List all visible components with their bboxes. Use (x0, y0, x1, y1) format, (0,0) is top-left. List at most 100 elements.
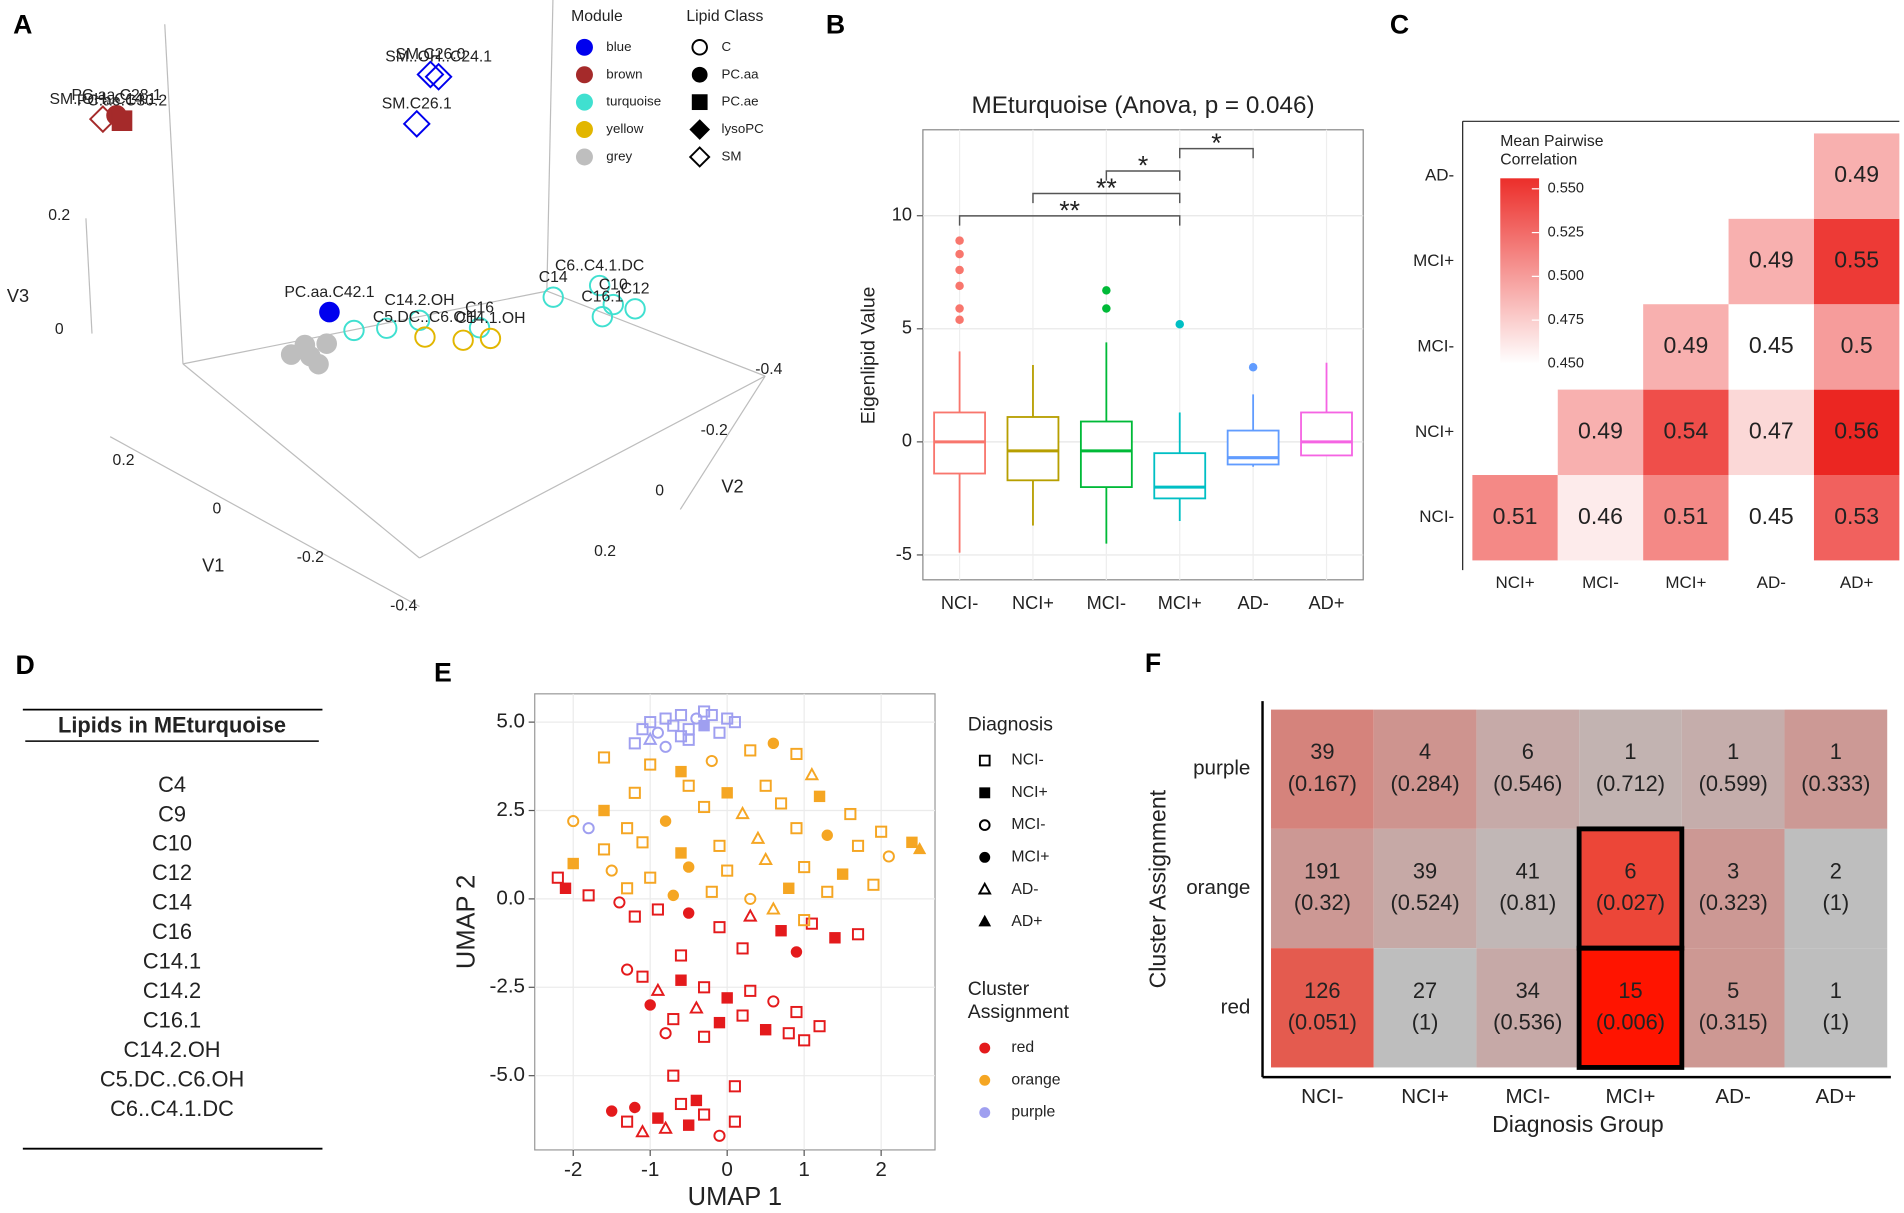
table-item: C6..C4.1.DC (110, 1096, 234, 1121)
point (813, 1020, 826, 1033)
point (790, 747, 803, 761)
point (644, 999, 656, 1011)
point (728, 1115, 741, 1128)
x-tick-label: MCI+ (1665, 573, 1706, 592)
point (629, 1101, 641, 1114)
heat-cell (1784, 828, 1888, 949)
heat-cell (1813, 389, 1900, 476)
point (280, 344, 302, 365)
point (813, 790, 826, 803)
y-tick-label: purple (1193, 757, 1250, 780)
x-tick-label: MCI+ (1158, 593, 1202, 613)
point (636, 723, 649, 736)
panel-letter: F (1145, 648, 1161, 678)
cell-label: 0.49 (1834, 161, 1879, 187)
cell-p-value: (0.027) (1596, 890, 1665, 915)
point (621, 882, 634, 895)
legend-symbol (979, 787, 991, 799)
box (1006, 416, 1060, 482)
legend-swatch (575, 93, 593, 111)
legend-label: turquoise (606, 94, 661, 109)
point (682, 907, 695, 919)
x-tick-label: AD+ (1816, 1085, 1857, 1108)
point (591, 306, 614, 328)
heat-cell (1271, 709, 1374, 829)
point (743, 908, 758, 922)
point (682, 1119, 695, 1131)
heat-cell (1472, 475, 1558, 561)
legend-label: MCI+ (1011, 849, 1049, 866)
frame-line (182, 290, 547, 365)
point (821, 885, 834, 898)
y-tick-label: -0.4 (755, 361, 782, 378)
point (675, 974, 687, 986)
point (468, 317, 491, 339)
y-tick-label: 5 (902, 318, 912, 338)
point (636, 970, 649, 983)
cell-p-value: (0.546) (1493, 771, 1562, 796)
point (598, 804, 610, 817)
heat-cell (1813, 475, 1900, 561)
heat-cell (1813, 304, 1900, 390)
point (721, 864, 734, 877)
colorbar-tick-label: 0.500 (1548, 268, 1584, 284)
point (798, 861, 811, 874)
box (1079, 420, 1133, 489)
cell-count: 15 (1618, 978, 1642, 1003)
point (452, 329, 474, 351)
point (628, 786, 641, 799)
frame-line (182, 363, 420, 559)
x-tick-label: NCI- (941, 593, 978, 613)
point (744, 892, 757, 905)
x-tick-label: MCI- (1087, 593, 1126, 613)
point (836, 868, 849, 880)
point-label: C12 (621, 281, 650, 298)
point (674, 708, 688, 722)
point (635, 1124, 650, 1138)
point (659, 1027, 672, 1040)
significance-label: ** (1096, 173, 1117, 203)
cell-p-value: (0.599) (1699, 771, 1768, 796)
point (798, 914, 811, 927)
point-label: PC.aa.C42.1 (284, 284, 374, 301)
box (1226, 429, 1280, 466)
point (667, 719, 680, 732)
point (674, 1097, 688, 1111)
legend-label: MCI- (1011, 816, 1045, 833)
table-item: C16 (152, 919, 192, 944)
significance-bracket (1032, 192, 1181, 204)
point (721, 992, 733, 1004)
cell-label: 0.49 (1663, 332, 1708, 358)
legend-title: Cluster (968, 978, 1030, 1000)
point (767, 737, 780, 750)
legend-label: AD- (1011, 881, 1038, 898)
point (111, 110, 133, 132)
point (912, 842, 927, 855)
legend-label: yellow (606, 121, 643, 136)
legend-swatch (575, 38, 593, 56)
heat-cell (1784, 948, 1888, 1068)
point (804, 767, 820, 781)
point (821, 829, 833, 841)
point (744, 744, 757, 757)
outlier (1102, 304, 1111, 313)
y-tick-label: 0.2 (594, 543, 616, 560)
point (605, 864, 618, 877)
box (1300, 411, 1353, 457)
point (644, 871, 657, 884)
legend-swatch (979, 1042, 991, 1054)
point (690, 712, 703, 725)
legend-label: PC.aa (722, 66, 760, 81)
heat-cell (1271, 828, 1374, 949)
cell-p-value: (1) (1823, 890, 1850, 915)
y-tick-label: 0.0 (496, 886, 525, 909)
x-tick-label: AD+ (1840, 573, 1874, 592)
point (790, 946, 803, 958)
table-item: C10 (152, 831, 192, 856)
point (682, 779, 695, 792)
cell-count: 1 (1830, 978, 1842, 1003)
cell-label: 0.49 (1578, 417, 1623, 443)
legend-label: lysoPC (722, 121, 765, 136)
